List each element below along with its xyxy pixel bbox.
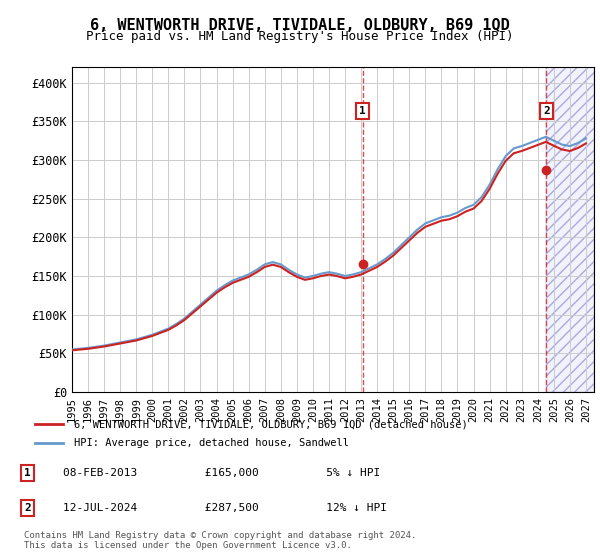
Text: HPI: Average price, detached house, Sandwell: HPI: Average price, detached house, Sand… — [74, 438, 349, 448]
Text: 6, WENTWORTH DRIVE, TIVIDALE, OLDBURY, B69 1QD (detached house): 6, WENTWORTH DRIVE, TIVIDALE, OLDBURY, B… — [74, 419, 467, 430]
Text: 2: 2 — [543, 106, 550, 116]
Text: 6, WENTWORTH DRIVE, TIVIDALE, OLDBURY, B69 1QD: 6, WENTWORTH DRIVE, TIVIDALE, OLDBURY, B… — [90, 18, 510, 33]
Text: 12-JUL-2024          £287,500          12% ↓ HPI: 12-JUL-2024 £287,500 12% ↓ HPI — [63, 503, 387, 513]
Text: Contains HM Land Registry data © Crown copyright and database right 2024.
This d: Contains HM Land Registry data © Crown c… — [24, 530, 416, 550]
Text: 1: 1 — [24, 468, 31, 478]
Bar — [547, 67, 594, 392]
Text: 1: 1 — [359, 106, 366, 116]
Text: 08-FEB-2013          £165,000          5% ↓ HPI: 08-FEB-2013 £165,000 5% ↓ HPI — [63, 468, 380, 478]
Text: 2: 2 — [24, 503, 31, 513]
Bar — [547, 67, 594, 392]
Text: Price paid vs. HM Land Registry's House Price Index (HPI): Price paid vs. HM Land Registry's House … — [86, 30, 514, 43]
